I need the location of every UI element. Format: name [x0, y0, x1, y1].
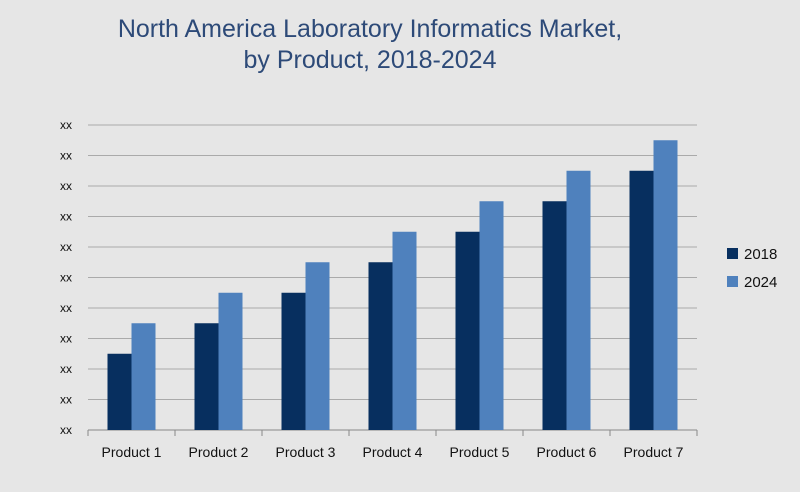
y-tick-label: xx [60, 210, 72, 224]
bar-2024 [479, 201, 504, 430]
legend-swatch-2024 [727, 276, 738, 287]
legend-swatch-2018 [727, 248, 738, 259]
bar-2018 [455, 231, 480, 430]
y-tick-label: xx [60, 423, 72, 437]
legend-label: 2018 [744, 246, 777, 263]
x-category-label: Product 6 [537, 444, 597, 460]
x-category-label: Product 3 [276, 444, 336, 460]
x-category-label: Product 5 [450, 444, 510, 460]
bar-2024 [305, 262, 330, 430]
y-tick-label: xx [60, 149, 72, 163]
bar-2024 [392, 231, 417, 430]
x-category-label: Product 7 [624, 444, 684, 460]
y-tick-label: xx [60, 301, 72, 315]
y-tick-label: xx [60, 118, 72, 132]
chart-title-line-1: North America Laboratory Informatics Mar… [117, 15, 623, 43]
x-category-label: Product 1 [102, 444, 162, 460]
bar-2018 [629, 170, 654, 430]
y-tick-label: xx [60, 393, 72, 407]
y-tick-label: xx [60, 362, 72, 376]
bar-2024 [218, 292, 243, 430]
bar-2018 [368, 262, 393, 430]
chart-title: North America Laboratory Informatics Mar… [0, 14, 740, 76]
y-tick-label: xx [60, 179, 72, 193]
legend-label: 2024 [744, 274, 777, 291]
chart-title-line-2: by Product, 2018-2024 [243, 46, 497, 74]
x-category-label: Product 2 [189, 444, 249, 460]
y-tick-label: xx [60, 240, 72, 254]
bar-2024 [566, 170, 591, 430]
bar-2018 [107, 353, 132, 430]
x-category-label: Product 4 [363, 444, 423, 460]
y-tick-label: xx [60, 271, 72, 285]
bar-2024 [653, 140, 678, 430]
bar-2024 [131, 323, 156, 430]
bar-2018 [281, 292, 306, 430]
bar-2018 [194, 323, 219, 430]
bar-2018 [542, 201, 567, 430]
y-tick-label: xx [60, 332, 72, 346]
